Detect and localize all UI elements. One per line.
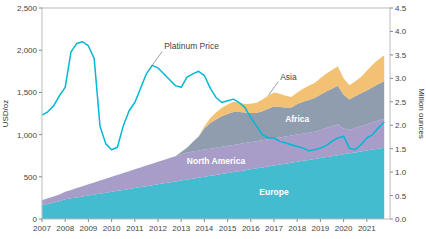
x-tick-label: 2011 xyxy=(126,224,144,233)
y2-axis-label: Million ounces xyxy=(417,88,426,139)
plot-area xyxy=(42,42,384,219)
y-tick-label: 2,500 xyxy=(17,4,38,13)
y-tick-label: 1,500 xyxy=(17,88,38,97)
x-tick xyxy=(134,219,135,222)
x-tick-label: 2021 xyxy=(358,224,376,233)
x-tick-label: 2020 xyxy=(335,224,353,233)
x-tick xyxy=(111,219,112,222)
y2-tick-label: 4.0 xyxy=(395,27,407,36)
y-axis-label: USD/oz xyxy=(1,100,10,128)
y2-tick xyxy=(390,54,393,55)
y2-tick xyxy=(390,8,393,9)
x-tick-label: 2012 xyxy=(149,224,167,233)
area xyxy=(42,55,384,200)
series-label: Africa xyxy=(285,114,309,124)
chart: 2007 2008 2009 2010 2011 2012 2013 2014 2015 2016… xyxy=(0,0,426,239)
y2-tick-label: 1.5 xyxy=(395,145,407,154)
x-tick-label: 2009 xyxy=(80,224,98,233)
label-leader xyxy=(268,82,278,96)
x-tick xyxy=(297,219,298,222)
y-tick xyxy=(39,50,42,51)
x-tick xyxy=(250,219,251,222)
y-tick xyxy=(39,92,42,93)
x-tick xyxy=(181,219,182,222)
y2-tick-label: 0.0 xyxy=(395,215,407,224)
y2-tick-label: 3.0 xyxy=(395,74,407,83)
y-tick-label: 1,000 xyxy=(17,131,38,140)
x-tick xyxy=(366,219,367,222)
x-tick xyxy=(320,219,321,222)
x-tick-label: 2018 xyxy=(288,224,306,233)
x-tick xyxy=(88,219,89,222)
x-tick xyxy=(227,219,228,222)
y2-tick xyxy=(390,148,393,149)
y-tick xyxy=(39,8,42,9)
x-tick-label: 2017 xyxy=(265,224,283,233)
y2-tick xyxy=(390,195,393,196)
x-tick-label: 2007 xyxy=(33,224,51,233)
y2-tick-label: 4.5 xyxy=(395,4,407,13)
x-tick xyxy=(343,219,344,222)
x-tick xyxy=(158,219,159,222)
x-tick xyxy=(65,219,66,222)
y2-tick-label: 2.5 xyxy=(395,98,407,107)
y2-tick xyxy=(390,101,393,102)
y-tick xyxy=(39,219,42,220)
y2-tick-label: 0.5 xyxy=(395,192,407,201)
y-tick xyxy=(39,134,42,135)
x-tick-label: 2015 xyxy=(219,224,237,233)
y2-tick xyxy=(390,31,393,32)
y2-tick xyxy=(390,125,393,126)
series-label: North America xyxy=(187,156,246,166)
y-tick xyxy=(39,176,42,177)
y2-tick xyxy=(390,219,393,220)
plot-frame xyxy=(42,8,390,219)
x-tick-label: 2019 xyxy=(312,224,330,233)
series-label: Platinum Price xyxy=(164,41,219,51)
y2-tick-label: 2.0 xyxy=(395,121,407,130)
x-tick-label: 2016 xyxy=(242,224,260,233)
x-tick xyxy=(204,219,205,222)
x-tick-label: 2008 xyxy=(56,224,74,233)
series-label: Europe xyxy=(259,187,289,197)
x-tick-label: 2010 xyxy=(103,224,121,233)
x-tick xyxy=(274,219,275,222)
y2-tick xyxy=(390,78,393,79)
line xyxy=(42,42,384,151)
y2-tick-label: 3.5 xyxy=(395,51,407,60)
y2-tick xyxy=(390,172,393,173)
y-tick-label: 0 xyxy=(33,215,38,224)
y2-tick-label: 1.0 xyxy=(395,168,407,177)
y-tick-label: 500 xyxy=(24,173,38,182)
series-label: Asia xyxy=(280,72,297,82)
x-tick-label: 2014 xyxy=(196,224,214,233)
x-tick-label: 2013 xyxy=(172,224,190,233)
label-leader xyxy=(152,51,162,65)
y-tick-label: 2,000 xyxy=(17,46,38,55)
